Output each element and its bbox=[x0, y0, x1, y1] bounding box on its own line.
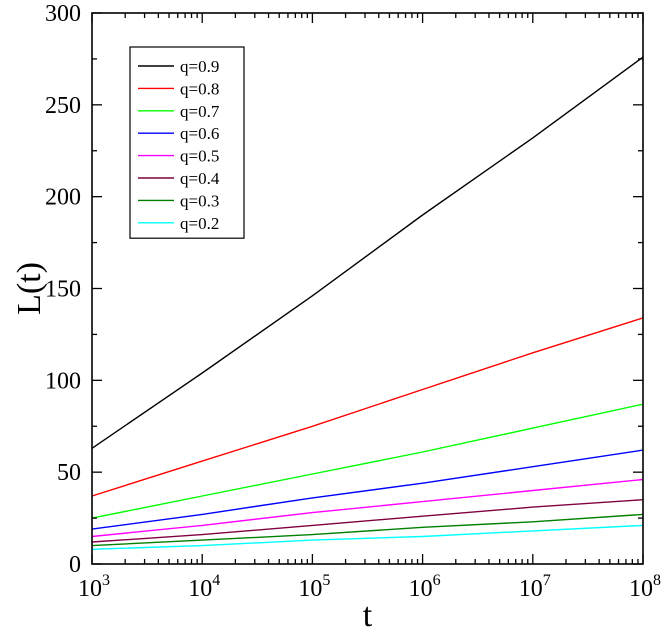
y-axis-title: L(t) bbox=[11, 262, 48, 315]
legend: q=0.9 q=0.8 q=0.7 q=0.6 q=0.5 q=0.4 q=0.3 q=0.2 bbox=[129, 46, 245, 239]
y-tick-label: 300 bbox=[45, 1, 81, 27]
y-tick-label: 100 bbox=[45, 368, 81, 394]
legend-label: q=0.2 bbox=[180, 214, 219, 233]
x-tick-label: 104 bbox=[188, 572, 220, 602]
series-line-7 bbox=[91, 513, 644, 547]
series-line-4 bbox=[91, 449, 644, 530]
legend-label: q=0.5 bbox=[180, 147, 219, 166]
y-tick-label: 150 bbox=[45, 277, 81, 303]
series-line-2 bbox=[91, 317, 644, 497]
legend-label: q=0.6 bbox=[180, 124, 219, 143]
legend-label: q=0.3 bbox=[180, 191, 219, 210]
series-line-3 bbox=[91, 403, 644, 519]
tick-labels: 103 104 105 106 107 108 0 50 100 150 200 250 300 bbox=[45, 1, 661, 602]
series-line-8 bbox=[91, 524, 644, 550]
plot-frame bbox=[91, 12, 644, 565]
ticks-layer bbox=[91, 12, 644, 565]
x-tick-label: 107 bbox=[519, 572, 551, 602]
x-axis-title: t bbox=[363, 597, 373, 634]
legend-label: q=0.4 bbox=[180, 169, 220, 188]
x-tick-label: 103 bbox=[78, 572, 110, 602]
y-tick-label: 0 bbox=[69, 552, 81, 578]
x-tick-label: 108 bbox=[629, 572, 661, 602]
series-line-5 bbox=[91, 478, 644, 538]
y-tick-label: 200 bbox=[45, 185, 81, 211]
y-tick-label: 250 bbox=[45, 93, 81, 119]
series-line-6 bbox=[91, 499, 644, 543]
legend-label: q=0.8 bbox=[180, 79, 219, 98]
legend-label: q=0.7 bbox=[180, 102, 220, 121]
x-tick-label: 105 bbox=[298, 572, 330, 602]
y-tick-label: 50 bbox=[57, 460, 81, 486]
series-layer bbox=[91, 56, 644, 550]
legend-box bbox=[129, 46, 245, 239]
series-line-1 bbox=[91, 56, 644, 449]
x-tick-label: 106 bbox=[409, 572, 441, 602]
legend-label: q=0.9 bbox=[180, 57, 219, 76]
